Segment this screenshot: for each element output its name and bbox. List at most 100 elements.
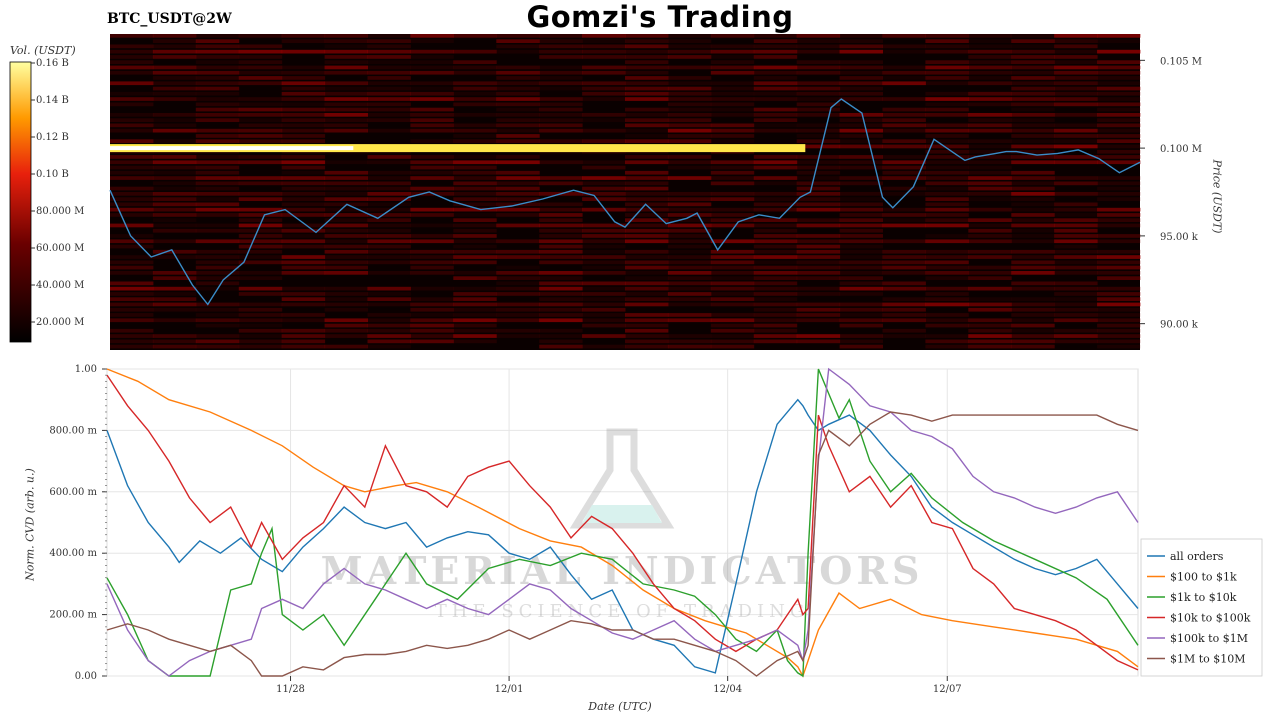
heatmap-band [1054,292,1098,296]
heatmap-band [110,123,154,128]
heatmap-band [195,76,240,80]
heatmap-band [710,207,755,212]
heatmap-band [968,197,1012,201]
heatmap-band [796,339,841,344]
heatmap-band [324,128,368,133]
heatmap-band [195,91,240,96]
heatmap-band [496,39,540,43]
heatmap-band [410,302,454,307]
heatmap-band [925,107,969,112]
heatmap-band [324,323,368,328]
heatmap-band [1097,249,1141,254]
heatmap-band [968,91,1012,96]
heatmap-band [281,313,326,317]
heatmap-band [195,65,240,70]
heatmap-band [539,249,583,254]
heatmap-band [582,34,626,38]
heatmap-band [1011,123,1055,128]
heatmap-band [796,70,841,75]
heatmap-band [968,339,1012,344]
heatmap-band [367,313,411,317]
heatmap-band [324,176,368,180]
heatmap-band [925,97,969,101]
cvd-series-line [106,368,1139,678]
heatmap-band [582,344,626,349]
heatmap-band [968,181,1012,186]
heatmap-band [152,255,197,259]
heatmap-band [968,160,1012,165]
heatmap-band [1097,318,1141,323]
heatmap-band [1054,271,1098,275]
heatmap-band [925,249,969,254]
heatmap-band [238,239,283,244]
heatmap-band [110,297,154,301]
heatmap-band [1011,170,1055,175]
heatmap-band [796,39,841,43]
heatmap-band [582,81,626,86]
heatmap-band [324,97,368,101]
heatmap-band [238,192,283,196]
heatmap-band [796,260,841,265]
heatmap-band [238,44,283,49]
heatmap-band [238,318,283,323]
heatmap-band [667,39,712,43]
heatmap-band [324,197,368,201]
heatmap-band [882,186,926,191]
heatmap-band [324,160,368,165]
bright-liquidity-core [110,146,354,151]
heatmap-band [925,65,969,70]
heatmap-band [453,86,497,91]
heatmap-band [925,49,969,54]
heatmap-band [110,318,154,323]
heatmap-band [925,160,969,165]
heatmap-band [839,65,883,70]
heatmap-band [625,207,669,212]
heatmap-band [1054,286,1098,291]
heatmap-band [453,213,497,217]
heatmap-band [667,113,712,117]
heatmap-band [238,128,283,133]
heatmap-band [753,113,798,117]
heatmap-band [367,170,411,175]
heatmap-band [925,149,969,154]
heatmap-band [110,302,154,307]
heatmap-band [710,218,755,222]
heatmap-band [1054,65,1098,70]
heatmap-band [667,107,712,112]
heatmap-band [667,55,712,59]
heatmap-band [152,207,197,212]
heatmap-band [1097,97,1141,101]
heatmap-band [1054,339,1098,344]
heatmap-band [152,165,197,170]
heatmap-band [968,70,1012,75]
heatmap-band [238,334,283,338]
watermark-text: MATERIAL INDICATORS [321,548,924,593]
heatmap-band [968,323,1012,328]
heatmap-band [539,271,583,275]
heatmap-band [667,223,712,228]
heatmap-band [968,60,1012,64]
heatmap-band [453,313,497,317]
heatmap-band [539,292,583,296]
heatmap-band [1097,323,1141,328]
heatmap-band [839,234,883,238]
heatmap-band [667,97,712,101]
heatmap-band [367,70,411,75]
heatmap-band [796,307,841,312]
heatmap-band [453,207,497,212]
heatmap-band [1054,134,1098,138]
heatmap-bands [110,34,1141,349]
heatmap-band [667,244,712,249]
heatmap-band [1054,244,1098,249]
heatmap-band [1011,39,1055,43]
heatmap-band [1054,97,1098,101]
heatmap-band [582,234,626,238]
heatmap-band [324,334,368,338]
heatmap-band [796,255,841,259]
heatmap-band [539,244,583,249]
heatmap-band [152,65,197,70]
heatmap-band [667,134,712,138]
heatmap-band [281,165,326,170]
heatmap-band [410,207,454,212]
legend: all orders $100 to $1k $1k to $10k $10k to … [1140,538,1263,677]
